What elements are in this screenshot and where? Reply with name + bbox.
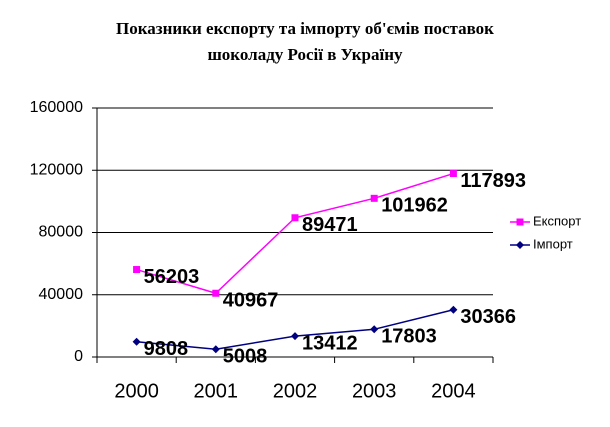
point	[211, 345, 220, 354]
legend-label: Експорт	[533, 213, 581, 228]
y-tick-label: 40000	[39, 286, 84, 303]
data-label: 17803	[381, 326, 437, 348]
point	[370, 325, 379, 334]
data-label: 9808	[144, 338, 189, 360]
point	[449, 305, 458, 314]
point	[449, 170, 457, 178]
point	[212, 289, 220, 297]
data-label: 117893	[460, 170, 526, 192]
data-label: 101962	[381, 195, 448, 217]
x-tick-label: 2000	[114, 380, 159, 402]
point	[370, 194, 378, 202]
chart-title: Показники експорту та імпорту об'ємів по…	[116, 19, 494, 38]
x-tick-label: 2002	[273, 380, 318, 402]
y-tick-label: 160000	[30, 99, 83, 116]
x-tick-label: 2004	[431, 380, 476, 402]
point	[132, 337, 141, 346]
data-label: 40967	[223, 290, 279, 312]
x-tick-label: 2001	[194, 380, 239, 402]
point	[291, 214, 299, 222]
point	[133, 266, 141, 274]
data-label: 56203	[144, 266, 200, 288]
y-tick-label: 80000	[39, 224, 84, 241]
point	[291, 332, 299, 341]
point	[516, 218, 524, 226]
point	[516, 241, 524, 249]
data-label: 30366	[460, 306, 516, 328]
y-tick-label: 120000	[30, 161, 83, 178]
y-tick-label: 0	[74, 348, 83, 365]
data-label: 5008	[223, 345, 267, 367]
data-label: 89471	[302, 214, 358, 236]
data-label: 13412	[302, 332, 358, 354]
chart-title: шоколаду Росії в Україну	[207, 45, 403, 64]
legend-label: Імпорт	[533, 236, 573, 251]
x-tick-label: 2003	[352, 380, 397, 402]
